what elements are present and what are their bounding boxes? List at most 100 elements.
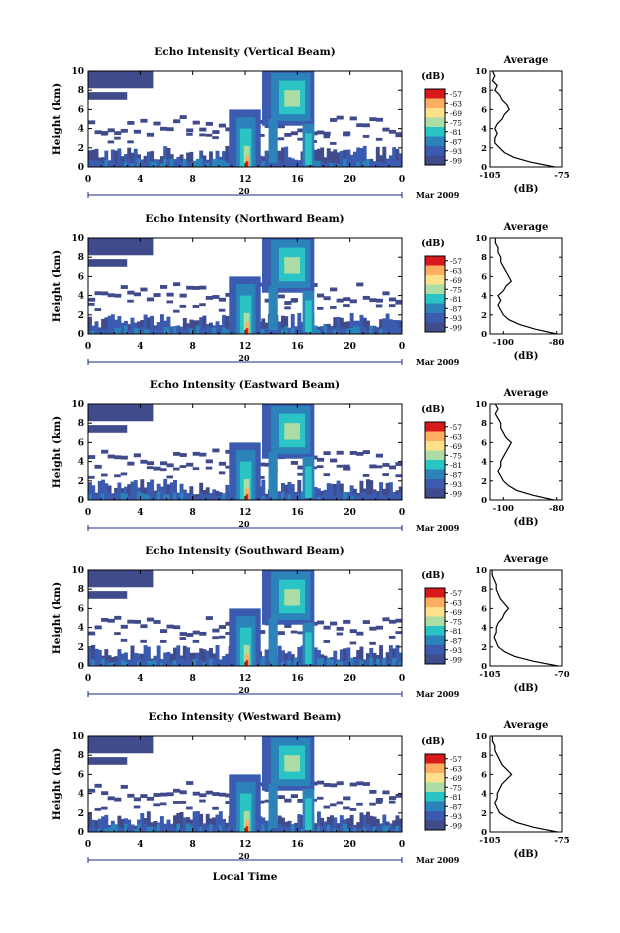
echo-cell xyxy=(349,327,354,334)
echo-cell xyxy=(385,652,390,665)
echo-cell xyxy=(159,156,164,166)
colorbar-tick-label: -75 xyxy=(450,617,462,626)
colorbar-swatch xyxy=(425,450,445,461)
average-frame xyxy=(489,403,563,501)
echo-cell xyxy=(382,790,390,795)
echo-cell xyxy=(297,492,302,500)
echo-cell xyxy=(159,639,167,643)
echo-cell xyxy=(245,155,249,167)
avg-y-tick-label: 2 xyxy=(481,144,487,154)
colorbar-swatch xyxy=(425,597,445,608)
echo-cell xyxy=(290,630,298,634)
avg-x-tick-label: -100 xyxy=(493,338,514,348)
average-title: Average xyxy=(503,554,549,565)
echo-cell xyxy=(218,495,223,500)
echo-cell xyxy=(117,660,122,666)
echo-cell xyxy=(280,482,285,499)
echo-cell xyxy=(163,494,168,500)
echo-cell xyxy=(333,483,338,499)
x-tick-label: 20 xyxy=(343,342,356,352)
echo-cell xyxy=(153,161,158,167)
echo-cell xyxy=(150,479,155,499)
echo-cell xyxy=(369,494,374,500)
echo-cell xyxy=(186,326,191,334)
echo-cell xyxy=(94,820,99,831)
echo-cell xyxy=(225,329,230,334)
echo-cell xyxy=(343,824,348,832)
avg-y-tick-label: 4 xyxy=(481,458,487,468)
echo-cell xyxy=(186,285,194,290)
chart-panel-3: Echo Intensity (Southward Beam) 0 2 4 6 8 10 0 4… xyxy=(51,545,570,699)
echo-cell xyxy=(268,119,278,164)
echo-cell xyxy=(159,326,164,334)
echo-cell xyxy=(101,328,106,334)
echo-cell xyxy=(313,149,318,166)
echo-cell xyxy=(375,137,383,141)
avg-y-tick-label: 0 xyxy=(481,662,487,672)
echo-cell xyxy=(284,90,300,107)
echo-cell xyxy=(313,828,318,832)
avg-y-tick-label: 0 xyxy=(481,330,487,340)
echo-cell xyxy=(133,496,138,500)
x-tick-label: 0 xyxy=(399,508,405,518)
echo-cell xyxy=(245,660,249,666)
echo-cell xyxy=(316,293,325,298)
echo-cell xyxy=(303,163,308,167)
echo-cell xyxy=(209,658,213,666)
echo-cell xyxy=(366,159,370,167)
echo-cell xyxy=(375,453,384,458)
echo-cell xyxy=(297,631,304,635)
echo-cell xyxy=(127,324,132,333)
echo-cell xyxy=(173,660,177,666)
echo-cell xyxy=(127,825,132,832)
echo-cell xyxy=(218,461,227,466)
average-title: Average xyxy=(503,222,549,233)
echo-cell xyxy=(176,492,181,500)
echo-cell xyxy=(114,615,122,620)
echo-cell xyxy=(153,121,161,126)
chart-title: Echo Intensity (Vertical Beam) xyxy=(154,46,335,58)
echo-cell xyxy=(316,148,321,166)
colorbar-tick-label: -75 xyxy=(450,285,462,294)
echo-cell xyxy=(290,823,295,832)
echo-cell xyxy=(130,329,135,334)
echo-cell xyxy=(369,815,374,831)
echo-cell xyxy=(212,130,220,134)
echo-cell xyxy=(101,449,109,454)
echo-cell xyxy=(326,824,331,832)
colorbar-tick-label: -93 xyxy=(450,147,462,156)
colorbar-tick-label: -87 xyxy=(450,802,462,811)
echo-cell xyxy=(326,329,331,334)
echo-cell xyxy=(205,494,210,500)
echo-cell xyxy=(199,127,207,132)
echo-cell xyxy=(294,330,298,334)
echo-cell xyxy=(375,146,380,166)
echo-cell xyxy=(133,480,138,499)
echo-cell xyxy=(294,657,298,666)
echo-cell xyxy=(349,312,354,333)
echo-cell xyxy=(117,494,122,500)
echo-cell xyxy=(222,314,227,333)
echo-cell xyxy=(91,330,96,334)
echo-cell xyxy=(336,450,344,455)
echo-cell xyxy=(392,657,397,666)
echo-cell xyxy=(336,661,341,666)
echo-cell xyxy=(280,650,285,665)
echo-cell xyxy=(362,662,367,666)
avg-y-tick-label: 4 xyxy=(481,624,487,634)
echo-cell xyxy=(199,285,207,290)
echo-cell xyxy=(101,157,106,166)
echo-cell xyxy=(346,828,351,832)
echo-cell xyxy=(173,159,177,166)
y-tick-label: 6 xyxy=(78,272,84,282)
echo-cell xyxy=(375,304,383,308)
echo-cell xyxy=(225,621,233,626)
echo-cell xyxy=(189,659,194,666)
echo-cell xyxy=(369,298,377,303)
echo-cell xyxy=(199,631,207,636)
colorbar-frame xyxy=(424,88,446,166)
echo-cell xyxy=(388,129,397,134)
echo-cell xyxy=(305,300,312,333)
echo-cell xyxy=(326,816,331,831)
echo-cell xyxy=(156,491,161,500)
